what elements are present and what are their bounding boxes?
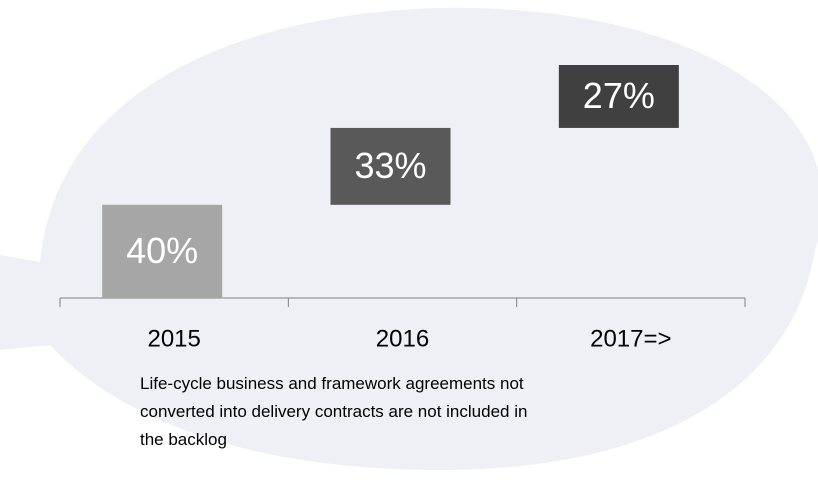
bar	[330, 127, 451, 205]
x-tick-label: 2017=>	[590, 325, 671, 352]
data-label: 40%	[126, 230, 198, 271]
bar	[558, 65, 679, 128]
footnote: Life-cycle business and framework agreem…	[140, 374, 528, 449]
data-label: 33%	[354, 145, 426, 186]
bar	[102, 204, 223, 298]
data-label: 27%	[583, 75, 655, 116]
x-tick-label: 2016	[376, 325, 429, 352]
x-tick-label: 2015	[147, 325, 200, 352]
